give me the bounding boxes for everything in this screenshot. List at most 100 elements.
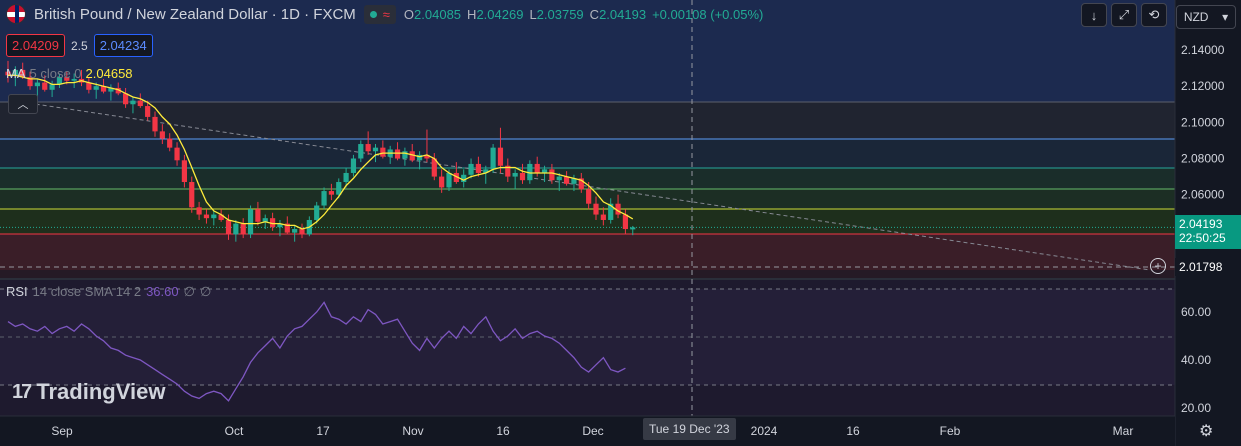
- time-tick-label: 17: [316, 424, 330, 438]
- candle-body: [189, 182, 195, 208]
- candle-body: [350, 158, 357, 173]
- candle-body: [556, 176, 562, 181]
- candle-body: [365, 144, 371, 152]
- candle-body: [71, 78, 77, 81]
- candle-body: [56, 77, 63, 85]
- sell-button[interactable]: 2.04209: [6, 34, 65, 57]
- candle-body: [218, 214, 224, 220]
- candle-body: [174, 147, 180, 161]
- rsi-line: [7, 301, 626, 402]
- candle-body: [64, 77, 70, 81]
- download-icon[interactable]: ↓: [1081, 3, 1107, 27]
- candle-body: [519, 172, 526, 181]
- zone-band: [0, 102, 1175, 139]
- candle-body: [431, 158, 437, 177]
- time-tick-label: Dec: [582, 424, 603, 438]
- candle-body: [225, 219, 232, 235]
- ma-line: [8, 74, 634, 230]
- gear-icon[interactable]: ⚙: [1199, 423, 1214, 440]
- rsi-tick-label: 60.00: [1181, 305, 1211, 319]
- candle-body: [358, 144, 364, 159]
- market-status[interactable]: ≈: [363, 4, 396, 24]
- candle-body: [233, 223, 239, 235]
- spread-value: 2.5: [71, 38, 88, 53]
- currency-label: NZD: [1183, 10, 1209, 24]
- candle-body: [417, 154, 423, 161]
- open-value: 2.04085: [414, 6, 462, 22]
- candle-body: [284, 223, 290, 233]
- candle-body: [240, 223, 246, 235]
- time-tick-label: Feb: [940, 424, 961, 438]
- price-tick-label: 2.08000: [1181, 152, 1225, 166]
- upper-zone: [0, 0, 1175, 102]
- candle-body: [12, 69, 18, 76]
- price-tick-label: 2.10000: [1181, 115, 1225, 129]
- candle-body: [380, 147, 386, 157]
- candle-body: [394, 149, 401, 159]
- candle-body: [453, 172, 459, 183]
- ma-legend[interactable]: MA 5 close 0 2.04658: [6, 66, 133, 81]
- currency-select[interactable]: NZD ▾: [1176, 5, 1236, 29]
- buy-button[interactable]: 2.04234: [93, 34, 153, 57]
- time-tick-label: 16: [846, 424, 860, 438]
- candle-body: [541, 169, 548, 173]
- candle-body: [130, 100, 136, 105]
- candle-body: [145, 106, 151, 117]
- crosshair-price-label: 2.01798: [1175, 258, 1241, 276]
- zone-band: [0, 139, 1175, 168]
- time-tick-label: Sep: [51, 424, 73, 438]
- candle-body: [49, 84, 55, 90]
- candle-body: [247, 209, 254, 235]
- chart-header: British Pound / New Zealand Dollar · 1D …: [6, 4, 763, 24]
- candle-body: [600, 214, 606, 220]
- crosshair-date-label: Tue 19 Dec '23: [643, 418, 736, 440]
- candle-body: [181, 160, 187, 183]
- candle-body: [409, 151, 415, 161]
- candle-body: [159, 131, 165, 139]
- candle-body: [93, 86, 99, 90]
- zone-band: [0, 168, 1175, 189]
- candle-body: [402, 151, 408, 159]
- candle-body: [424, 154, 430, 159]
- candle-body: [497, 147, 504, 166]
- candle-body: [27, 77, 33, 87]
- time-axis: [0, 416, 1175, 446]
- rsi-tick-label: 40.00: [1181, 353, 1211, 367]
- candle-body: [321, 191, 327, 206]
- tradingview-logo[interactable]: 17 TradingView: [12, 379, 166, 404]
- candle-body: [203, 214, 210, 219]
- price-tick-label: 2.12000: [1181, 79, 1225, 93]
- snapshot-icon[interactable]: ⟲: [1141, 3, 1167, 27]
- rsi-legend[interactable]: RSI 14 close SMA 14 2 36.60 ∅ ∅: [6, 284, 212, 299]
- candle-body: [20, 69, 26, 78]
- time-tick-label: 2024: [751, 424, 778, 438]
- candle-body: [86, 82, 92, 90]
- close-value: 2.04193: [599, 6, 647, 22]
- candle-body: [262, 218, 268, 222]
- candle-body: [512, 172, 518, 177]
- time-tick-label: Nov: [402, 424, 423, 438]
- chevron-down-icon: ▾: [1222, 10, 1229, 24]
- candle-body: [549, 169, 555, 181]
- candle-body: [314, 205, 320, 220]
- candle-body: [336, 182, 342, 195]
- candle-body: [615, 203, 621, 215]
- candle-body: [277, 223, 283, 228]
- candle-body: [299, 229, 305, 235]
- candle-body: [42, 82, 48, 90]
- high-value: 2.04269: [476, 6, 524, 22]
- candle-body: [571, 178, 577, 184]
- rsi-tick-label: 20.00: [1181, 401, 1211, 415]
- fullscreen-icon[interactable]: ⤢: [1111, 3, 1137, 27]
- candle-body: [622, 214, 628, 230]
- candle-body: [439, 176, 445, 188]
- candle-body: [152, 116, 158, 132]
- collapse-legend-icon[interactable]: ︿: [8, 94, 38, 114]
- candle-body: [534, 163, 540, 173]
- symbol-title[interactable]: British Pound / New Zealand Dollar · 1D …: [34, 5, 356, 23]
- candle-body: [505, 165, 511, 177]
- low-value: 2.03759: [536, 6, 584, 22]
- zone-band: [0, 209, 1175, 234]
- add-alert-icon[interactable]: +: [1150, 258, 1166, 274]
